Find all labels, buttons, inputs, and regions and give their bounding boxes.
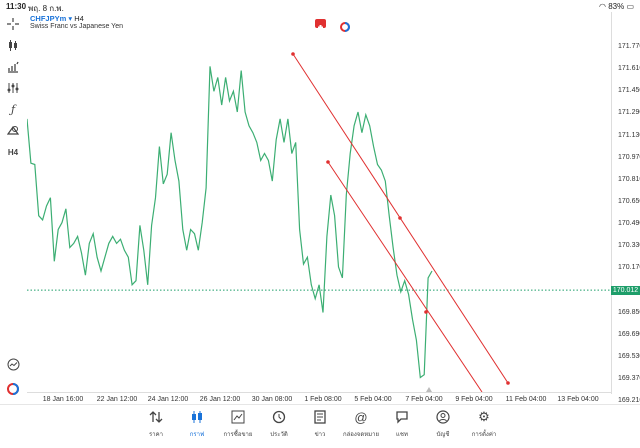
tab-label: ประวัติ xyxy=(270,432,288,438)
price-axis-label: 170.490 xyxy=(618,220,640,227)
price-axis-label: 170.970 xyxy=(618,153,640,161)
tab-label: กราฟ xyxy=(189,432,205,438)
price-axis-label: 171.770 xyxy=(618,43,640,50)
symbol-title[interactable]: CHFJPYm ▾ H4 xyxy=(30,14,84,23)
time-axis-label: 30 Jan 08:00 xyxy=(251,396,293,403)
tab-label: กล่องจดหมาย xyxy=(342,432,380,438)
trade-chart-icon xyxy=(216,409,260,425)
time-axis-label: 22 Jan 12:00 xyxy=(96,396,138,403)
timeframe-label: H4 xyxy=(74,14,84,23)
battery-icon: ▭ xyxy=(626,2,634,11)
time-axis-label: 7 Feb 04:00 xyxy=(405,396,443,403)
tab-chat[interactable]: แชท xyxy=(380,409,424,439)
indicators-icon[interactable] xyxy=(5,59,21,75)
tab-chart[interactable]: กราฟ xyxy=(175,409,219,439)
time-axis-label: 5 Feb 04:00 xyxy=(354,396,392,403)
time-axis-label: 24 Jan 12:00 xyxy=(147,396,189,403)
tab-label: การซื้อขาย xyxy=(223,432,253,438)
function-icon[interactable]: ƒ xyxy=(10,102,16,116)
quotes-arrows-icon xyxy=(134,409,178,425)
flag-chf-icon xyxy=(315,19,326,30)
price-axis-label: 171.610 xyxy=(618,65,640,73)
time-axis-label: 18 Jan 16:00 xyxy=(42,396,84,403)
time-axis-label: 26 Jan 12:00 xyxy=(199,396,241,403)
one-click-trade-icon[interactable] xyxy=(5,381,21,397)
trend-line-handle[interactable] xyxy=(506,381,510,385)
status-right: ◠ 83% ▭ xyxy=(599,2,634,11)
current-price-tag: 170.012 xyxy=(611,285,640,295)
tab-label: ข่าว xyxy=(314,432,326,438)
trend-line-handle[interactable] xyxy=(291,52,295,56)
tab-account[interactable]: บัญชี xyxy=(421,409,465,439)
price-axis-label: 169.370 xyxy=(618,374,640,382)
price-axis-line xyxy=(611,12,612,394)
price-series-line xyxy=(27,66,433,379)
battery-percent: 83% xyxy=(608,2,625,11)
trend-line-handle[interactable] xyxy=(398,216,402,220)
zoom-icon[interactable] xyxy=(5,356,21,372)
time-axis-label: 13 Feb 04:00 xyxy=(557,396,599,403)
tab-history[interactable]: ประวัติ xyxy=(257,409,301,439)
price-axis-label: 169.210 xyxy=(618,397,640,404)
trend-line[interactable] xyxy=(327,161,483,392)
price-axis-label: 170.170 xyxy=(618,264,640,272)
time-axis-label: 11 Feb 04:00 xyxy=(505,396,547,403)
trade-signal-icon[interactable] xyxy=(339,19,351,32)
tab-trade[interactable]: การซื้อขาย xyxy=(216,409,260,439)
symbol-dropdown-icon[interactable]: ▾ xyxy=(68,14,73,23)
price-axis-label: 170.650 xyxy=(618,197,640,205)
time-axis-label: 9 Feb 04:00 xyxy=(455,396,493,403)
tab-mailbox[interactable]: @ กล่องจดหมาย xyxy=(339,409,383,439)
objects-icon[interactable] xyxy=(5,122,21,138)
price-axis-label: 169.530 xyxy=(618,352,640,360)
bottom-tab-bar: ราคา กราฟ การซื้อขาย ประวัติ ข่าว @ กล่อ… xyxy=(0,404,640,448)
tab-news[interactable]: ข่าว xyxy=(298,409,342,439)
candle-chart-icon xyxy=(175,409,219,425)
tab-label: ราคา xyxy=(149,432,163,438)
news-doc-icon xyxy=(298,409,342,425)
tab-label: แชท xyxy=(396,432,408,438)
account-person-icon xyxy=(421,409,465,425)
price-axis-label: 169.850 xyxy=(618,308,640,316)
status-date: พฤ. 8 ก.พ. xyxy=(28,4,64,13)
timeframe-icon[interactable]: H4 xyxy=(7,147,19,157)
status-bar: 11:30 พฤ. 8 ก.พ. ◠ 83% ▭ xyxy=(0,0,640,13)
time-axis-line xyxy=(27,392,612,393)
price-axis-label: 171.130 xyxy=(618,131,640,139)
tab-settings[interactable]: ⚙ การตั้งค่า xyxy=(462,409,506,439)
price-axis-label: 170.330 xyxy=(618,242,640,250)
settings-sliders-icon[interactable] xyxy=(5,80,21,96)
price-axis-label: 171.450 xyxy=(618,87,640,95)
chat-bubble-icon xyxy=(380,409,424,425)
price-chart[interactable] xyxy=(27,12,611,392)
wifi-icon: ◠ xyxy=(598,2,606,11)
trend-line-handle[interactable] xyxy=(326,160,330,164)
tab-label: การตั้งค่า xyxy=(471,432,497,438)
tab-label: บัญชี xyxy=(436,432,450,438)
mailbox-at-icon: @ xyxy=(354,409,368,425)
symbol-description: Swiss Franc vs Japanese Yen xyxy=(30,23,123,30)
crosshair-icon[interactable] xyxy=(5,16,21,32)
trend-line-handle[interactable] xyxy=(424,310,428,314)
time-marker-icon xyxy=(426,387,432,392)
price-axis-label: 171.290 xyxy=(618,109,640,117)
time-axis-label: 1 Feb 08:00 xyxy=(304,396,342,403)
history-clock-icon xyxy=(257,409,301,425)
status-time: 11:30 xyxy=(6,2,27,11)
symbol-name[interactable]: CHFJPYm xyxy=(30,14,67,23)
candlestick-icon[interactable] xyxy=(5,37,21,53)
price-axis-label: 170.810 xyxy=(618,175,640,183)
price-axis-label: 169.690 xyxy=(618,330,640,338)
tab-quotes[interactable]: ราคา xyxy=(134,409,178,439)
settings-gear-icon: ⚙ xyxy=(478,409,490,424)
